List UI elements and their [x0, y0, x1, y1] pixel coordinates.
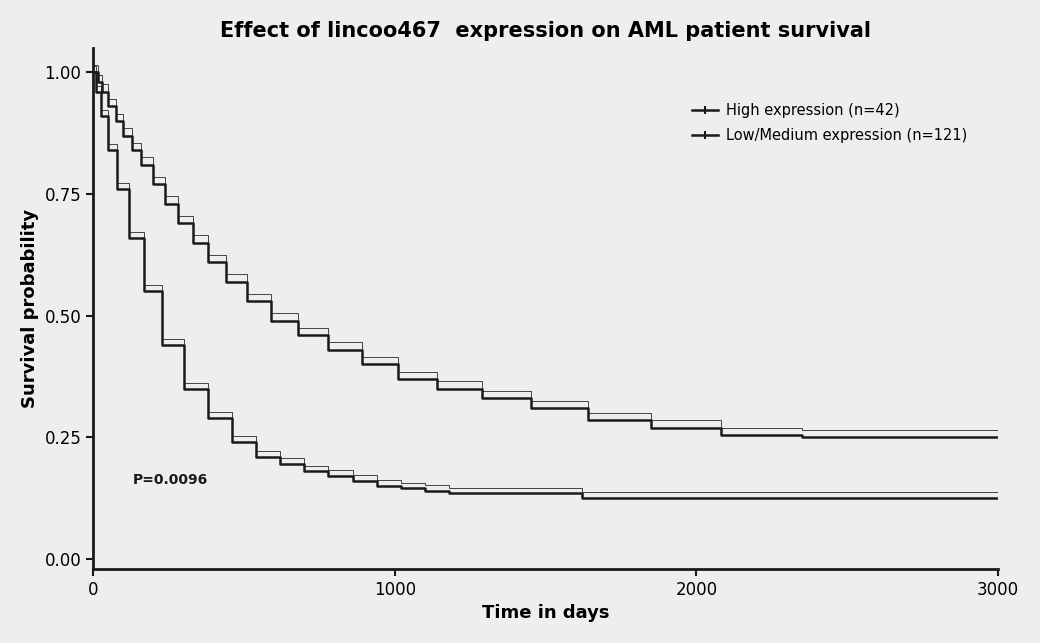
- High expression (n=42): [86, 68, 99, 76]
- Title: Effect of lincoo467  expression on AML patient survival: Effect of lincoo467 expression on AML pa…: [220, 21, 872, 41]
- High expression (n=42): [102, 102, 114, 110]
- Low/Medium expression (n=121): [226, 439, 238, 446]
- High expression (n=42): [186, 239, 199, 246]
- High expression (n=42): [581, 417, 594, 424]
- High expression (n=42): [109, 117, 122, 125]
- Low/Medium expression (n=121): [250, 453, 262, 460]
- High expression (n=42): [96, 88, 108, 96]
- High expression (n=42): [431, 385, 443, 393]
- High expression (n=42): [356, 361, 368, 368]
- Low/Medium expression (n=121): [178, 385, 190, 393]
- High expression (n=42): [240, 297, 253, 305]
- High expression (n=42): [292, 331, 305, 339]
- Line: Low/Medium expression (n=121): Low/Medium expression (n=121): [93, 72, 998, 498]
- Line: High expression (n=42): High expression (n=42): [93, 72, 998, 437]
- High expression (n=42): [524, 404, 537, 412]
- High expression (n=42): [476, 395, 489, 403]
- High expression (n=42): [391, 375, 404, 383]
- X-axis label: Time in days: Time in days: [482, 604, 609, 622]
- Low/Medium expression (n=121): [394, 485, 407, 493]
- High expression (n=42): [714, 431, 727, 439]
- Low/Medium expression (n=121): [202, 414, 214, 422]
- Low/Medium expression (n=121): [419, 487, 432, 494]
- Low/Medium expression (n=121): [443, 489, 456, 497]
- Low/Medium expression (n=121): [123, 234, 135, 242]
- High expression (n=42): [116, 132, 129, 140]
- Low/Medium expression (n=121): [102, 147, 114, 154]
- High expression (n=42): [886, 433, 899, 441]
- High expression (n=42): [992, 433, 1005, 441]
- Text: P=0.0096: P=0.0096: [132, 473, 208, 487]
- High expression (n=42): [322, 346, 335, 354]
- High expression (n=42): [796, 433, 808, 441]
- High expression (n=42): [645, 424, 657, 431]
- Low/Medium expression (n=121): [992, 494, 1005, 502]
- High expression (n=42): [159, 200, 172, 208]
- Y-axis label: Survival probability: Survival probability: [21, 209, 38, 408]
- High expression (n=42): [135, 161, 148, 168]
- Low/Medium expression (n=121): [111, 185, 124, 193]
- Low/Medium expression (n=121): [95, 113, 107, 120]
- Low/Medium expression (n=121): [370, 482, 383, 490]
- High expression (n=42): [172, 219, 184, 227]
- Low/Medium expression (n=121): [156, 341, 168, 349]
- High expression (n=42): [202, 258, 214, 266]
- Legend: High expression (n=42), Low/Medium expression (n=121): High expression (n=42), Low/Medium expre…: [686, 97, 972, 149]
- Low/Medium expression (n=121): [138, 287, 151, 295]
- High expression (n=42): [126, 147, 138, 154]
- Low/Medium expression (n=121): [298, 467, 311, 475]
- Low/Medium expression (n=121): [575, 494, 588, 502]
- High expression (n=42): [148, 181, 160, 188]
- High expression (n=42): [92, 78, 104, 86]
- High expression (n=42): [265, 317, 278, 325]
- Low/Medium expression (n=121): [346, 477, 359, 485]
- Low/Medium expression (n=121): [322, 473, 335, 480]
- Low/Medium expression (n=121): [89, 88, 102, 96]
- High expression (n=42): [219, 278, 232, 285]
- Low/Medium expression (n=121): [274, 460, 286, 468]
- Low/Medium expression (n=121): [86, 68, 99, 76]
